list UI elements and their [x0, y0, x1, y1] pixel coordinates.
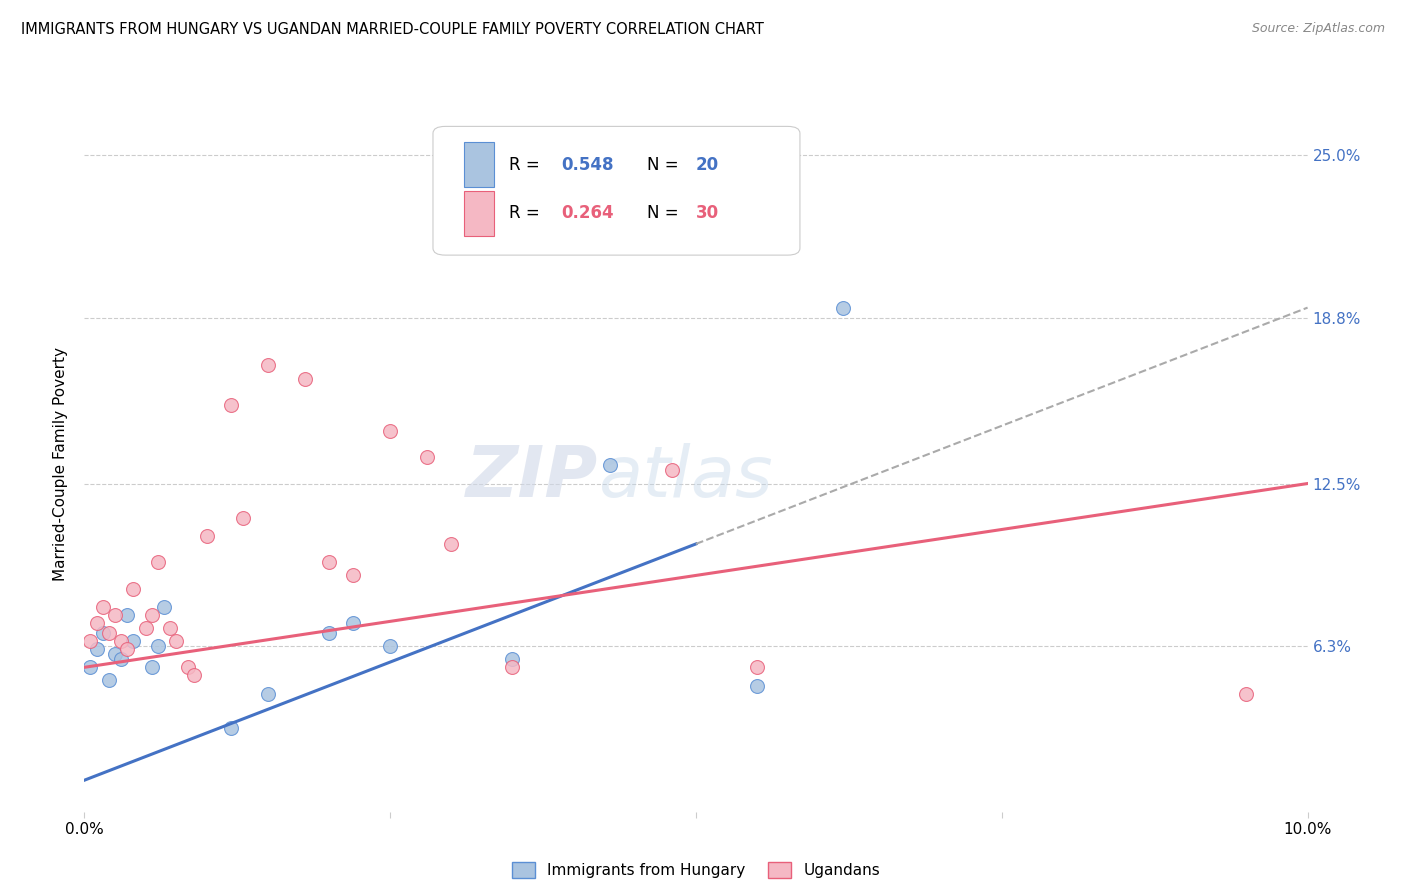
Point [599, 458, 621, 472]
Point [135, 621, 157, 635]
Point [747, 660, 769, 674]
Point [91, 599, 114, 614]
Point [141, 660, 163, 674]
Point [318, 626, 340, 640]
Point [342, 568, 364, 582]
Text: Source: ZipAtlas.com: Source: ZipAtlas.com [1251, 22, 1385, 36]
Text: 0.264: 0.264 [561, 204, 614, 222]
Point [562, 240, 585, 254]
Text: R =: R = [509, 204, 544, 222]
Text: N =: N = [647, 204, 683, 222]
Text: atlas: atlas [598, 443, 773, 512]
Point [97, 673, 120, 688]
Point [661, 463, 683, 477]
Point [86, 642, 108, 657]
Text: ZIP: ZIP [465, 443, 598, 512]
Text: 0.548: 0.548 [561, 156, 614, 174]
Point [122, 634, 145, 648]
Point [79, 660, 101, 674]
Text: R =: R = [509, 156, 544, 174]
Point [153, 599, 176, 614]
Point [257, 687, 280, 701]
Point [110, 652, 132, 666]
Text: N =: N = [647, 156, 683, 174]
Point [294, 371, 316, 385]
Point [232, 510, 254, 524]
Text: IMMIGRANTS FROM HUNGARY VS UGANDAN MARRIED-COUPLE FAMILY POVERTY CORRELATION CHA: IMMIGRANTS FROM HUNGARY VS UGANDAN MARRI… [21, 22, 763, 37]
Point [219, 398, 242, 412]
Point [502, 660, 524, 674]
Point [747, 679, 769, 693]
Point [380, 424, 402, 438]
Point [159, 621, 181, 635]
Y-axis label: Married-Couple Family Poverty: Married-Couple Family Poverty [53, 347, 69, 581]
Point [110, 634, 132, 648]
Legend: Immigrants from Hungary, Ugandans: Immigrants from Hungary, Ugandans [506, 856, 886, 884]
Bar [464, 191, 494, 236]
Point [141, 607, 163, 622]
Point [380, 640, 402, 654]
Point [257, 359, 280, 373]
Point [104, 607, 127, 622]
Point [318, 555, 340, 569]
Point [440, 537, 463, 551]
Point [115, 642, 138, 657]
Point [91, 626, 114, 640]
FancyBboxPatch shape [433, 127, 800, 255]
Point [122, 582, 145, 596]
Point [79, 634, 101, 648]
Point [195, 529, 218, 543]
Point [183, 668, 205, 682]
Point [146, 555, 169, 569]
Point [104, 647, 127, 661]
Point [177, 660, 200, 674]
Point [146, 640, 169, 654]
Point [219, 721, 242, 735]
Bar [464, 142, 494, 187]
Point [831, 301, 853, 315]
Point [342, 615, 364, 630]
Point [416, 450, 439, 465]
Text: 30: 30 [696, 204, 718, 222]
Point [165, 634, 187, 648]
Point [97, 626, 120, 640]
Point [502, 652, 524, 666]
Text: 20: 20 [696, 156, 718, 174]
Point [115, 607, 138, 622]
Point [1236, 687, 1258, 701]
Point [86, 615, 108, 630]
